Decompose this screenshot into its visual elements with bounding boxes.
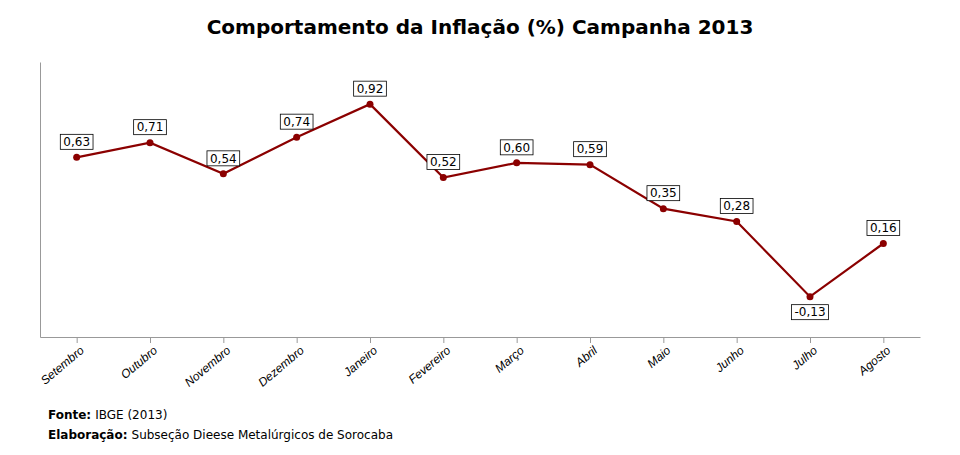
x-tick-label: Maio bbox=[644, 343, 673, 371]
marks bbox=[73, 101, 887, 301]
data-labels: 0,63 0,71 0,54 0,74 0,92 0,52 0,60 0,59 0,35 0,28… bbox=[60, 81, 899, 320]
point bbox=[220, 170, 227, 177]
data-label: 0,71 bbox=[137, 120, 164, 134]
note-text: Subseção Dieese Metalúrgicos de Sorocaba bbox=[132, 428, 394, 442]
data-label-group: 0,92 bbox=[354, 81, 387, 96]
data-label-group: -0,13 bbox=[791, 305, 828, 320]
point bbox=[440, 174, 447, 181]
data-label-box bbox=[354, 81, 387, 96]
x-tick-mark bbox=[443, 337, 444, 343]
data-label-box bbox=[427, 155, 460, 170]
x-tick-mark bbox=[77, 337, 78, 343]
title: Comportamento da Inflação (%) Campanha 2… bbox=[207, 15, 754, 39]
x-tick: Setembro bbox=[38, 337, 87, 387]
x-tick-mark bbox=[223, 337, 224, 343]
x-tick-label: Março bbox=[492, 343, 527, 375]
x-tick-mark bbox=[297, 337, 298, 343]
x-tick-label: Julho bbox=[788, 343, 820, 373]
x-tick-mark bbox=[737, 337, 738, 343]
x-tick: Junho bbox=[712, 337, 747, 376]
point bbox=[733, 218, 740, 225]
x-tick: Fevereiro bbox=[406, 337, 454, 387]
x-tick: Outubro bbox=[118, 337, 160, 382]
x-tick: Abril bbox=[572, 337, 600, 370]
data-label-group: 0,59 bbox=[574, 142, 607, 157]
data-label: 0,92 bbox=[357, 82, 384, 96]
data-label-group: 0,71 bbox=[134, 120, 167, 135]
data-label-box bbox=[280, 114, 313, 129]
x-tick-label: Janeiro bbox=[340, 343, 380, 380]
x-tick-mark bbox=[150, 337, 151, 343]
x-tick: Dezembro bbox=[255, 337, 307, 390]
data-label-group: 0,35 bbox=[647, 186, 680, 201]
x-tick-label: Abril bbox=[572, 343, 600, 370]
x-tick-label: Novembro bbox=[182, 343, 234, 390]
data-label-box bbox=[500, 140, 533, 155]
data-label: 0,59 bbox=[577, 142, 604, 156]
data-label-group: 0,74 bbox=[280, 114, 313, 129]
data-label-group: 0,54 bbox=[207, 151, 240, 166]
x-tick-label: Dezembro bbox=[255, 343, 307, 390]
x-tick: Março bbox=[492, 337, 527, 375]
data-label-box bbox=[574, 142, 607, 157]
plot: Setembro Outubro Novembro Dezembro Janeiro Fe… bbox=[38, 63, 921, 390]
data-label: 0,74 bbox=[283, 115, 310, 129]
data-label-box bbox=[647, 186, 680, 201]
point bbox=[73, 154, 80, 161]
note-label: Fonte: bbox=[48, 408, 91, 422]
data-label: 0,60 bbox=[503, 141, 530, 155]
data-label: 0,63 bbox=[63, 135, 90, 149]
x-tick-mark bbox=[810, 337, 811, 343]
data-label-box bbox=[60, 134, 93, 149]
data-label-box bbox=[207, 151, 240, 166]
y-axis-line bbox=[40, 63, 41, 338]
data-label-group: 0,60 bbox=[500, 140, 533, 155]
x-tick-label: Agosto bbox=[855, 343, 894, 379]
note-text: IBGE (2013) bbox=[95, 408, 167, 422]
y-axis bbox=[40, 63, 41, 338]
x-tick-label: Junho bbox=[712, 343, 747, 376]
x-tick-label: Fevereiro bbox=[406, 343, 454, 387]
line bbox=[77, 104, 884, 297]
x-tick-label: Setembro bbox=[38, 343, 87, 387]
x-tick-mark bbox=[590, 337, 591, 343]
data-label: 0,52 bbox=[430, 155, 457, 169]
data-label: 0,35 bbox=[650, 186, 677, 200]
x-tick: Novembro bbox=[182, 337, 234, 390]
point bbox=[587, 161, 594, 168]
data-label-group: 0,16 bbox=[867, 221, 900, 236]
x-axis: Setembro Outubro Novembro Dezembro Janeiro Fe… bbox=[38, 337, 921, 390]
x-tick-label: Outubro bbox=[118, 343, 160, 382]
x-tick-mark bbox=[663, 337, 664, 343]
data-label-box bbox=[720, 199, 753, 214]
data-label: 0,16 bbox=[870, 221, 897, 235]
data-label: 0,54 bbox=[210, 152, 237, 166]
x-tick: Maio bbox=[644, 337, 673, 371]
x-tick: Julho bbox=[788, 337, 820, 373]
data-label-group: 0,63 bbox=[60, 134, 93, 149]
data-label-group: 0,28 bbox=[720, 199, 753, 214]
x-tick: Janeiro bbox=[340, 337, 380, 380]
x-tick: Agosto bbox=[855, 337, 894, 379]
x-tick-mark bbox=[883, 337, 884, 343]
point bbox=[367, 101, 374, 108]
data-label: 0,28 bbox=[723, 199, 750, 213]
point bbox=[880, 240, 887, 247]
x-axis-line bbox=[41, 337, 921, 338]
data-label-box bbox=[791, 305, 828, 320]
point bbox=[660, 205, 667, 212]
data-label: -0,13 bbox=[794, 305, 825, 319]
chart: Comportamento da Inflação (%) Campanha 2… bbox=[0, 0, 960, 455]
data-label-group: 0,52 bbox=[427, 155, 460, 170]
x-tick-mark bbox=[517, 337, 518, 343]
x-tick-mark bbox=[370, 337, 371, 343]
point bbox=[293, 134, 300, 141]
data-label-box bbox=[867, 221, 900, 236]
point bbox=[147, 139, 154, 146]
point bbox=[513, 159, 520, 166]
data-label-box bbox=[134, 120, 167, 135]
note-label: Elaboração: bbox=[48, 428, 128, 442]
point bbox=[807, 293, 814, 300]
